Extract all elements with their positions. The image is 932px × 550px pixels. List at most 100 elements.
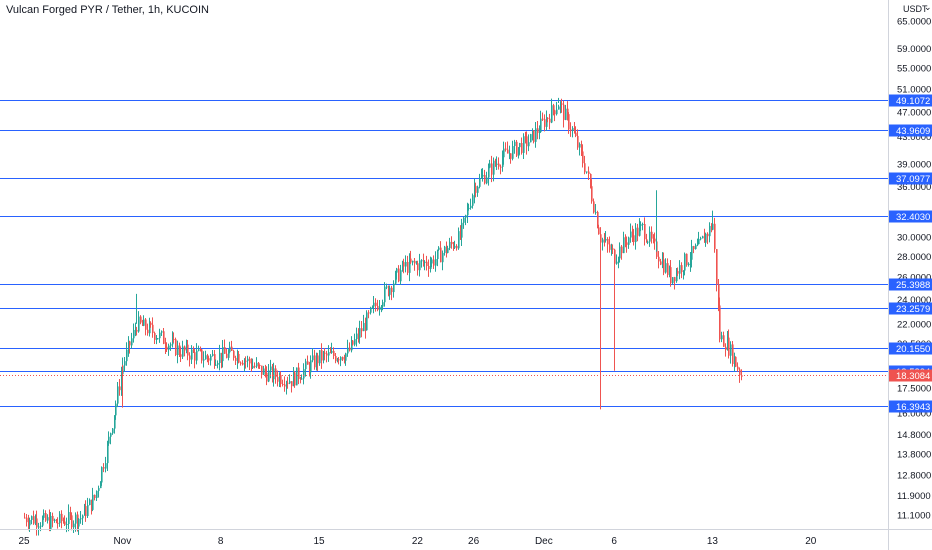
candle-body: [372, 306, 374, 308]
candle-body: [426, 261, 428, 267]
candle-body: [593, 201, 595, 213]
candle-body: [136, 329, 138, 332]
candle-body: [495, 160, 497, 165]
price-tick-label: 11.9000: [897, 491, 931, 502]
candle-body: [547, 117, 549, 119]
candle-body: [133, 329, 135, 339]
price-tick-label: 22.0000: [897, 319, 931, 330]
candle-body: [727, 337, 729, 350]
candle-body: [453, 244, 455, 248]
horizontal-levels: [0, 100, 888, 407]
candle-body: [588, 171, 590, 175]
chart-title: Vulcan Forged PYR / Tether, 1h, KUCOIN: [6, 4, 209, 16]
candle-body: [319, 350, 321, 364]
candle-body: [470, 205, 472, 208]
candle-body: [314, 355, 316, 368]
candle-body: [305, 361, 307, 370]
candle-body: [330, 352, 332, 354]
candle-body: [347, 347, 349, 354]
currency-selector[interactable]: USDT ⌄: [903, 2, 932, 14]
candle-body: [200, 349, 202, 351]
candle-body: [505, 148, 507, 150]
candle-body: [184, 346, 186, 351]
chevron-down-icon: ⌄: [924, 2, 932, 12]
candle-body: [131, 338, 133, 346]
candle-body: [546, 117, 548, 127]
candle-body: [108, 436, 110, 444]
candle-body: [735, 356, 737, 367]
candle-body: [428, 266, 430, 269]
candle-body: [300, 378, 302, 380]
candle-body: [628, 237, 630, 245]
candle-body: [725, 346, 727, 350]
candle-body: [563, 104, 565, 120]
candle-body: [719, 305, 721, 340]
candle-body: [712, 223, 714, 230]
candle-body: [697, 244, 699, 246]
candle-body: [507, 149, 509, 154]
candle-body: [623, 237, 625, 254]
candle-body: [245, 360, 247, 362]
candle-body: [272, 366, 274, 380]
candle-body: [373, 302, 375, 307]
candle-body: [42, 517, 44, 526]
candle-body: [363, 322, 365, 332]
candle-body: [669, 267, 671, 275]
candle-body: [518, 147, 520, 156]
candle-body: [525, 136, 527, 138]
candle-body: [667, 263, 669, 275]
price-tick-label: 36.0000: [897, 182, 931, 193]
candle-body: [161, 331, 163, 333]
candle-body: [159, 332, 161, 339]
candles: [24, 97, 743, 536]
candle-body: [78, 518, 80, 527]
candle-body: [560, 103, 562, 107]
candle-body: [273, 368, 275, 380]
candle-body: [40, 525, 42, 527]
candle-body: [653, 238, 655, 240]
candle-body: [259, 364, 261, 366]
candle-body: [286, 382, 288, 387]
candle-body: [98, 488, 100, 491]
candle-body: [349, 347, 351, 351]
candle-body: [31, 516, 33, 520]
candle-body: [577, 135, 579, 148]
candle-body: [263, 368, 265, 375]
candle-body: [221, 352, 223, 362]
time-axis[interactable]: 25 Nov 8 15 22 26 Dec 6 13 20: [18, 536, 816, 547]
candle-body: [238, 353, 240, 363]
candle-body: [693, 246, 695, 250]
candle-body: [460, 231, 462, 238]
candle-body: [354, 339, 356, 345]
candle-body: [535, 128, 537, 142]
candle-body: [609, 244, 611, 250]
candle-body: [597, 212, 599, 228]
candle-body: [240, 362, 242, 364]
candle-body: [370, 307, 372, 313]
candle-body: [75, 514, 77, 524]
candle-body: [484, 174, 486, 184]
currency-label: USDT: [903, 4, 928, 14]
candle-body: [579, 143, 581, 148]
candle-body: [472, 195, 474, 206]
candle-body: [407, 261, 409, 273]
candle-body: [207, 355, 209, 359]
candle-body: [351, 340, 353, 351]
candle-body: [662, 259, 664, 265]
candle-body: [705, 233, 707, 243]
candle-body: [532, 130, 534, 135]
candle-body: [389, 287, 391, 295]
candle-body: [477, 186, 479, 193]
candle-body: [56, 519, 58, 523]
price-tick-label: 43.0000: [897, 132, 931, 143]
candle-body: [366, 312, 368, 331]
candle-body: [646, 239, 648, 242]
candle-body: [70, 512, 72, 516]
candle-body: [68, 512, 70, 524]
candle-body: [605, 239, 607, 241]
candle-body: [71, 515, 73, 528]
candle-body: [29, 519, 31, 526]
candle-body: [249, 358, 251, 364]
candle-body: [140, 316, 142, 323]
